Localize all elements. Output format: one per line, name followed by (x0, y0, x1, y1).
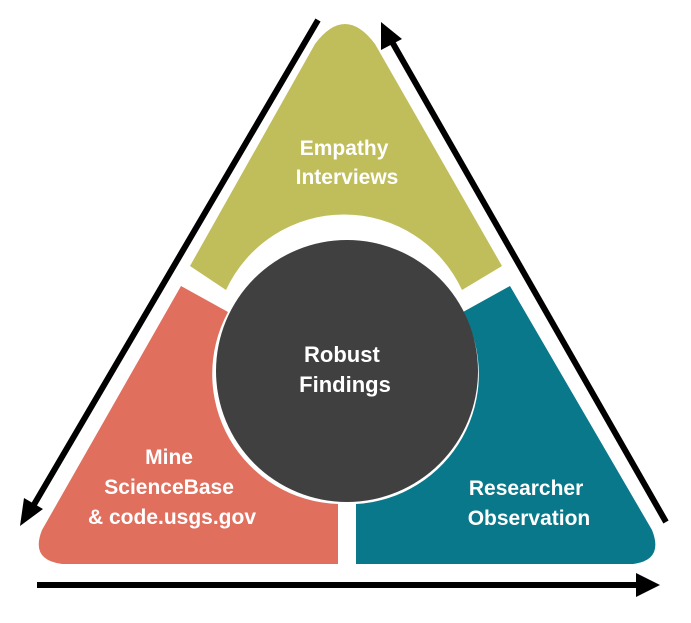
left-arrow-line (29, 18, 321, 510)
bottom-arrow-head (636, 573, 660, 597)
researcher-observation-segment (356, 286, 656, 564)
empathy-interviews-segment (190, 24, 502, 290)
empathy-interviews-label: Empathy Interviews (296, 137, 399, 189)
right-arrow-head (381, 22, 402, 50)
robust-findings-label: Robust Findings (299, 342, 391, 397)
cycle-arrows (20, 18, 669, 597)
mine-sciencebase-label: Mine ScienceBase & code.usgs.gov (88, 446, 256, 529)
left-arrow-head (20, 498, 43, 526)
robust-findings-circle (216, 240, 478, 502)
researcher-observation-label: Researcher Observation (468, 477, 591, 530)
right-arrow-line (388, 38, 669, 524)
mine-sciencebase-segment (38, 286, 339, 564)
